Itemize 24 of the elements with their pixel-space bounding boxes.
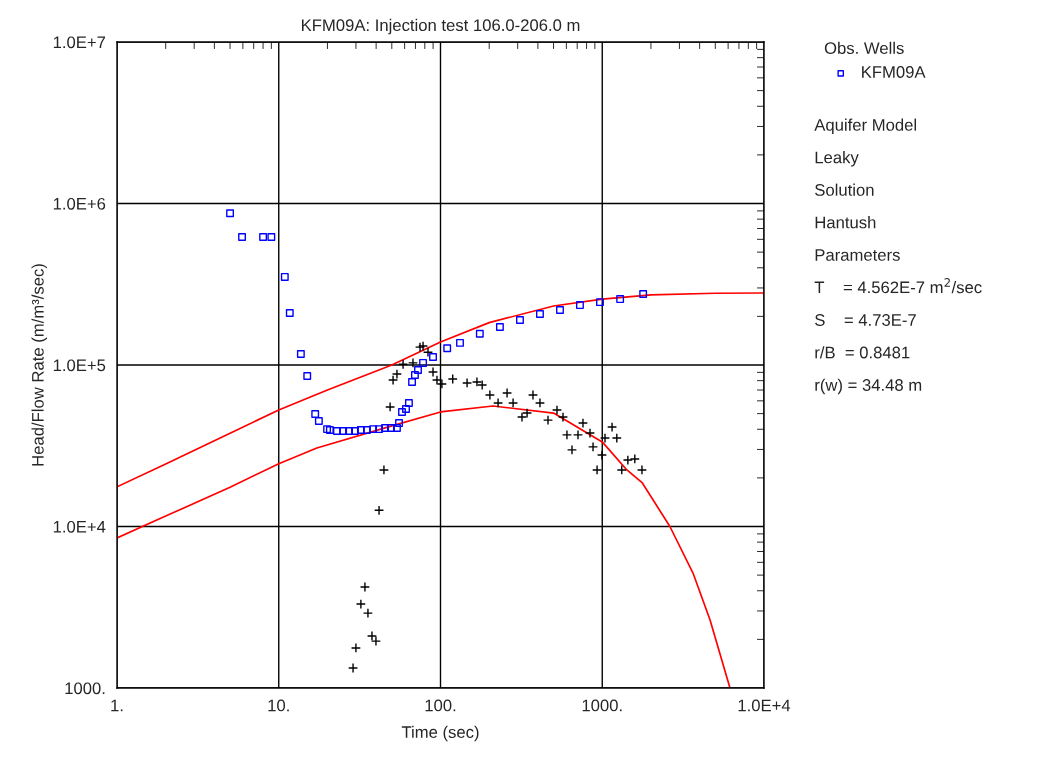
text: r/B = 0.8481 [815, 346, 910, 359]
x-tick-label: 10. [268, 699, 289, 712]
x-tick-label: 100. [425, 699, 456, 712]
x-tick-label: 1.0E+4 [738, 699, 791, 712]
y-tick-label: 1.0E+7 [53, 36, 106, 49]
legend-title: Obs. Wells [824, 41, 904, 55]
chart-title: KFM09A: Injection test 106.0-206.0 m [301, 18, 580, 35]
legend-label: KFM09A [862, 66, 926, 78]
y-tick-label: 1.0E+4 [53, 520, 106, 533]
x-axis-title: Time (sec) [401, 725, 479, 742]
text: S = 4.73E-7 [815, 314, 916, 326]
x-tick-label: 1. [111, 699, 123, 712]
text: Leaky [815, 151, 859, 167]
y-tick-label: 1000. [65, 682, 105, 695]
text: Hantush [815, 216, 876, 229]
text: Parameters [815, 249, 900, 261]
text: Aquifer Model [814, 118, 917, 135]
x-tick-label: 1000. [582, 699, 622, 712]
text: Solution [815, 183, 874, 196]
text: r(w) = 34.48 m [815, 378, 922, 395]
y-tick-label: 1.0E+6 [53, 197, 106, 210]
y-axis-title: Head/Flow Rate (m/m³/sec) [31, 264, 48, 466]
text: T = 4.562E-7 m$^{2}$/sec [814, 278, 982, 294]
y-tick-label: 1.0E+5 [53, 359, 106, 372]
